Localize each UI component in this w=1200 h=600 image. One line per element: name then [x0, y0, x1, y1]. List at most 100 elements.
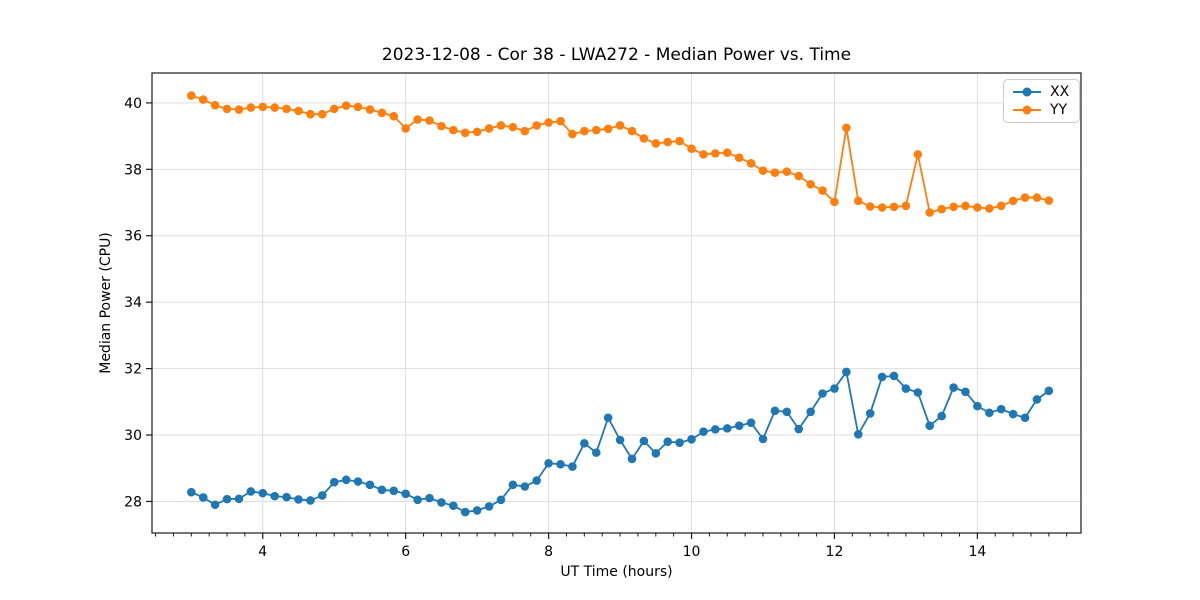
data-point-yy — [496, 121, 506, 130]
data-point-yy — [782, 167, 792, 176]
legend: XX YY — [1003, 79, 1081, 123]
data-point-xx — [1020, 413, 1030, 423]
legend-label-yy: YY — [1050, 102, 1068, 118]
x-tick-label: 8 — [544, 544, 553, 560]
series-xx — [187, 367, 1054, 517]
x-tick-label: 10 — [683, 544, 701, 560]
data-point-yy — [520, 126, 530, 136]
data-point-xx — [556, 459, 565, 469]
data-point-xx — [544, 458, 553, 468]
data-point-xx — [734, 421, 744, 431]
data-point-xx — [985, 408, 994, 418]
y-tick-label: 38 — [124, 162, 142, 178]
data-point-xx — [949, 383, 958, 392]
data-point-xx — [687, 435, 696, 444]
data-point-xx — [913, 388, 923, 397]
y-tick-label: 36 — [124, 229, 142, 245]
data-point-yy — [532, 121, 541, 130]
data-point-xx — [460, 507, 470, 517]
data-point-yy — [663, 137, 673, 147]
data-point-xx — [496, 495, 506, 505]
data-point-yy — [639, 134, 649, 143]
y-axis-label: Median Power (CPU) — [98, 232, 114, 374]
data-point-yy — [603, 124, 613, 134]
data-point-xx — [437, 498, 446, 507]
data-point-xx — [425, 493, 434, 503]
data-point-xx — [758, 434, 768, 444]
data-point-yy — [187, 91, 196, 100]
data-point-xx — [198, 493, 208, 502]
data-point-yy — [508, 122, 518, 132]
data-point-xx — [627, 454, 637, 464]
data-point-yy — [222, 104, 232, 114]
data-point-yy — [806, 179, 815, 189]
y-tick-label: 28 — [124, 494, 142, 510]
data-point-yy — [711, 149, 720, 158]
data-point-xx — [782, 407, 792, 417]
data-point-yy — [449, 125, 458, 135]
data-point-yy — [234, 105, 244, 114]
data-point-xx — [472, 506, 482, 515]
data-point-yy — [865, 202, 875, 211]
data-point-xx — [508, 480, 518, 490]
x-tick-label: 4 — [258, 544, 267, 560]
data-point-yy — [961, 201, 970, 211]
data-point-xx — [877, 372, 887, 382]
data-point-xx — [663, 437, 673, 446]
data-point-yy — [734, 153, 744, 162]
data-point-yy — [913, 150, 923, 159]
data-point-xx — [842, 367, 851, 377]
x-tick-label: 12 — [826, 544, 844, 560]
data-point-xx — [246, 487, 256, 496]
series-yy — [187, 91, 1054, 217]
y-tick-label: 32 — [124, 362, 142, 378]
data-point-yy — [830, 197, 839, 207]
data-point-yy — [484, 124, 494, 133]
data-point-xx — [675, 438, 684, 447]
tick-labels: 4 6 8 10 12 14 28 30 32 34 36 38 40 — [124, 96, 986, 560]
data-point-yy — [210, 100, 220, 110]
data-point-yy — [758, 166, 768, 175]
data-point-yy — [329, 104, 339, 114]
data-point-xx — [401, 489, 410, 499]
y-tick-label: 40 — [124, 96, 142, 112]
legend-sample-xx-icon — [1013, 87, 1041, 97]
data-point-xx — [1032, 395, 1042, 404]
data-point-xx — [210, 500, 220, 510]
data-point-xx — [925, 421, 935, 431]
data-point-yy — [937, 204, 946, 214]
data-point-xx — [568, 462, 577, 471]
data-point-xx — [520, 482, 530, 491]
data-point-yy — [901, 201, 911, 211]
data-point-yy — [687, 144, 696, 154]
data-point-xx — [746, 418, 756, 428]
chart-title: 2023-12-08 - Cor 38 - LWA272 - Median Po… — [382, 45, 851, 65]
data-point-xx — [961, 387, 970, 397]
data-point-xx — [806, 407, 815, 417]
data-point-xx — [294, 495, 303, 504]
data-point-xx — [377, 485, 387, 495]
data-point-yy — [627, 126, 637, 136]
data-point-yy — [401, 124, 410, 133]
data-point-yy — [699, 150, 708, 159]
legend-label-xx: XX — [1050, 84, 1070, 100]
data-point-xx — [222, 494, 232, 504]
plot-border — [151, 72, 1082, 534]
data-point-xx — [996, 404, 1006, 414]
data-point-yy — [413, 115, 422, 124]
data-point-yy — [949, 202, 958, 212]
data-point-yy — [794, 171, 804, 181]
axis-ticks — [146, 102, 1068, 539]
data-point-yy — [341, 101, 351, 110]
data-point-xx — [830, 384, 839, 393]
data-point-yy — [1008, 196, 1018, 206]
data-point-xx — [853, 430, 863, 439]
gridlines — [152, 73, 1081, 533]
data-point-xx — [615, 435, 625, 445]
data-point-xx — [591, 448, 601, 457]
data-point-yy — [472, 127, 482, 137]
data-point-yy — [294, 106, 303, 116]
data-point-xx — [484, 502, 494, 511]
